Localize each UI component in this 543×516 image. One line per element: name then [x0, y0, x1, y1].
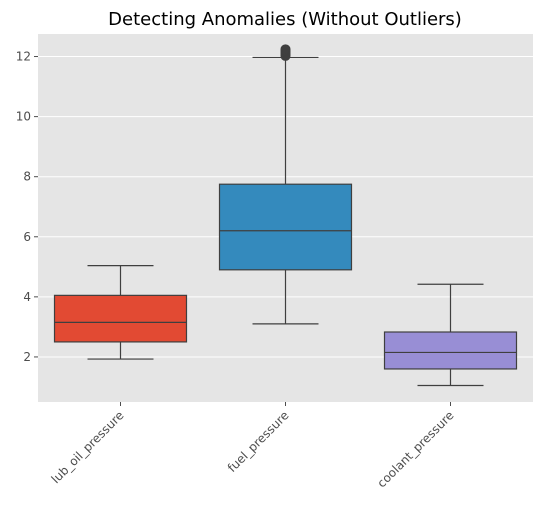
y-tick-label: 8 — [23, 170, 31, 184]
y-axis-ticks: 2 4 6 8 10 12 — [16, 50, 38, 364]
x-tick-label: coolant_pressure — [375, 408, 457, 490]
y-tick-label: 12 — [16, 50, 31, 64]
y-tick-label: 10 — [16, 110, 31, 124]
y-tick-label: 4 — [23, 290, 31, 304]
x-tick-label: lub_oil_pressure — [49, 408, 127, 486]
box-lub_oil_pressure — [53, 265, 188, 360]
box-coolant_pressure — [383, 283, 518, 387]
box-iqr — [53, 294, 188, 343]
x-axis-ticks: lub_oil_pressure fuel_pressure coolant_pre… — [49, 402, 457, 490]
box-fuel_pressure — [218, 44, 353, 325]
y-tick-label: 2 — [23, 350, 31, 364]
y-tick-label: 6 — [23, 230, 31, 244]
box-iqr — [218, 183, 353, 271]
boxes — [53, 44, 518, 387]
x-tick-label: fuel_pressure — [225, 408, 292, 475]
chart-title: Detecting Anomalies (Without Outliers) — [108, 9, 462, 30]
box-iqr — [383, 331, 518, 370]
outlier-point — [280, 44, 291, 55]
